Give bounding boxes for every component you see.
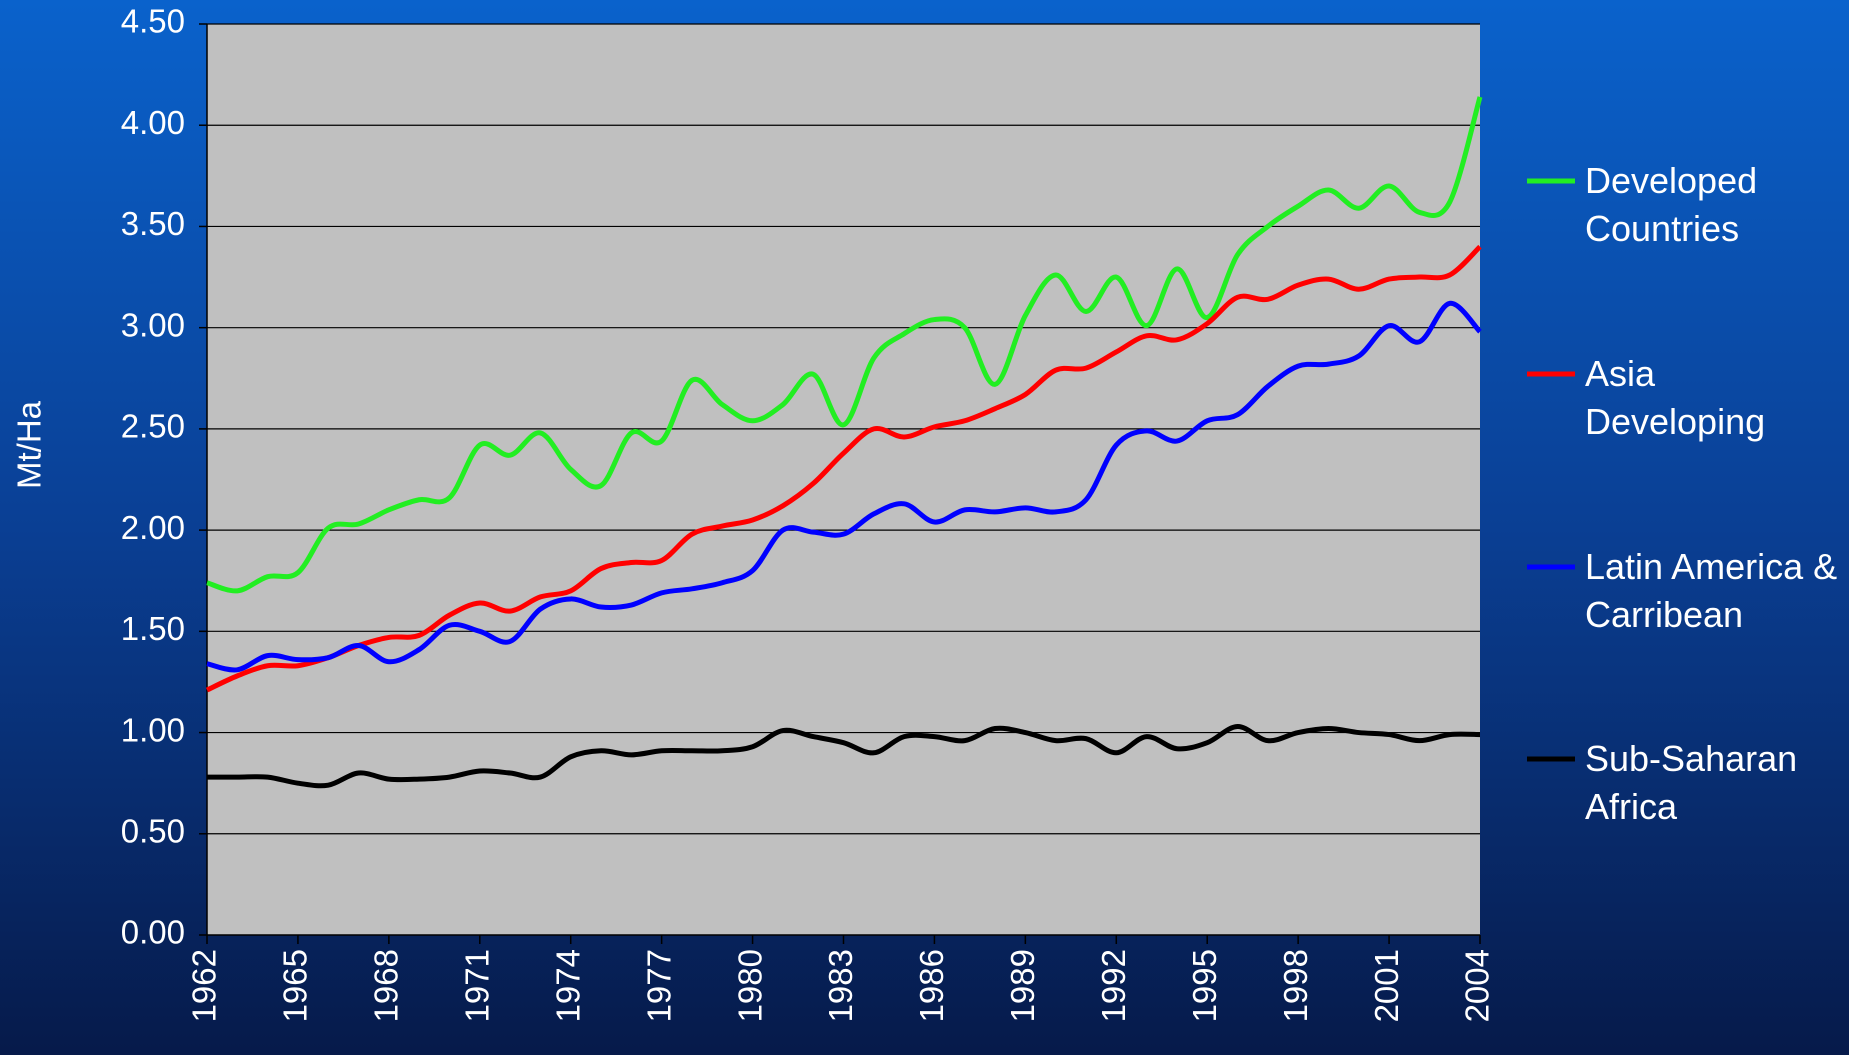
y-tick-label: 0.50 (121, 812, 185, 849)
legend-label: Asia Developing (1585, 353, 1766, 442)
x-tick-label: 1998 (1277, 949, 1314, 1022)
legend-label: Latin America & Carribean (1585, 546, 1838, 635)
series-line (206, 96, 1483, 594)
x-tick-label: 1980 (731, 949, 768, 1022)
series-line (206, 300, 1482, 673)
x-tick-label: 1992 (1095, 949, 1132, 1022)
x-tick-label: 1968 (368, 949, 405, 1022)
y-tick-label: 3.50 (121, 205, 185, 242)
series-line (207, 723, 1481, 789)
x-tick-label: 1971 (459, 949, 496, 1022)
y-axis-label: Mt/Ha (11, 400, 48, 489)
x-tick-label: 1989 (1004, 949, 1041, 1022)
legend-label: Developed Countries (1585, 160, 1758, 249)
y-tick-label: 1.00 (121, 711, 185, 748)
x-tick-label: 1962 (186, 949, 223, 1022)
x-tick-label: 1974 (549, 949, 586, 1022)
x-tick-label: 1983 (822, 949, 859, 1022)
legend-label: Sub-Saharan Africa (1585, 738, 1798, 827)
plot-area (207, 24, 1480, 935)
y-tick-label: 1.50 (121, 610, 185, 647)
y-tick-label: 2.00 (121, 509, 185, 546)
y-tick-label: 4.00 (121, 104, 185, 141)
x-tick-label: 1965 (277, 949, 314, 1022)
x-tick-label: 1977 (640, 949, 677, 1022)
x-tick-label: 2001 (1368, 949, 1405, 1022)
x-tick-label: 2004 (1459, 949, 1496, 1022)
y-tick-label: 0.00 (121, 914, 185, 951)
y-tick-label: 3.00 (121, 306, 185, 343)
x-tick-label: 1986 (913, 949, 950, 1022)
y-tick-label: 4.50 (121, 3, 185, 40)
series-line (205, 244, 1482, 693)
y-tick-label: 2.50 (121, 408, 185, 445)
x-tick-label: 1995 (1186, 949, 1223, 1022)
